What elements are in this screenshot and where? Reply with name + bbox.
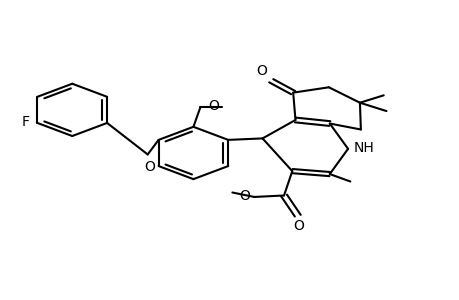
Text: O: O (208, 99, 219, 113)
Text: O: O (255, 64, 266, 78)
Text: O: O (144, 160, 155, 174)
Text: F: F (21, 116, 29, 129)
Text: O: O (238, 189, 249, 203)
Text: O: O (292, 219, 303, 233)
Text: NH: NH (353, 141, 374, 155)
